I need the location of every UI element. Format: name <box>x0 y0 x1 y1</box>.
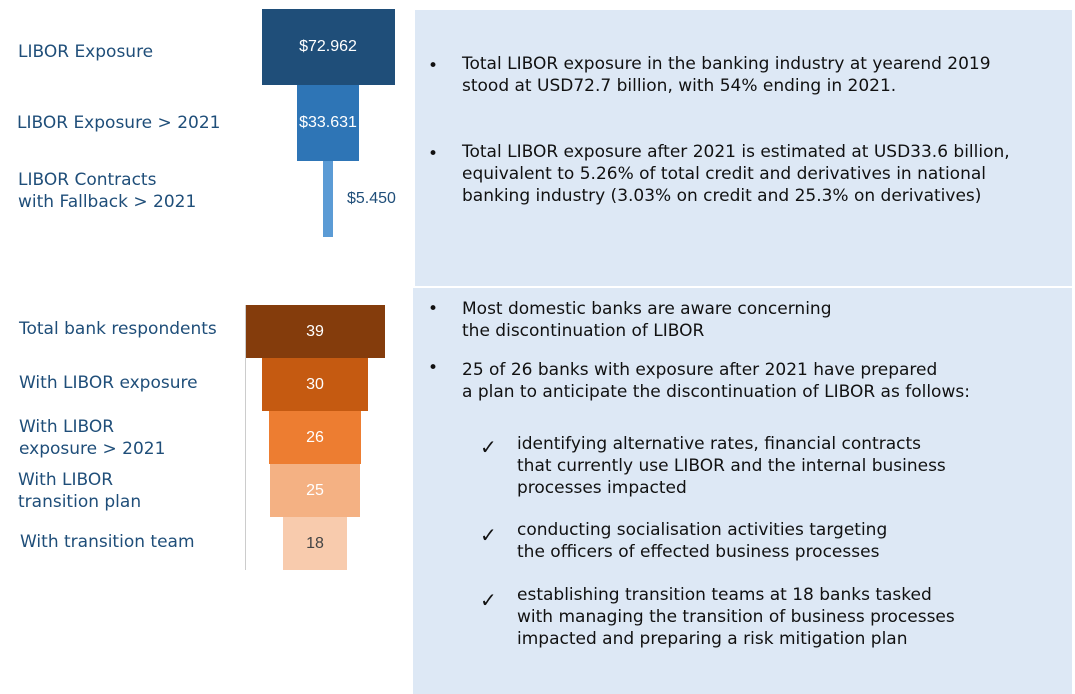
funnel-bar: 18 <box>282 517 348 570</box>
funnel-category-label: With LIBOR exposure > 2021 <box>19 416 166 459</box>
funnel-value-label: 25 <box>306 481 324 499</box>
checklist-item-1: identifying alternative rates, financial… <box>517 434 946 498</box>
checkmark-icon: ✓ <box>480 523 497 547</box>
bullet-icon: • <box>428 299 439 319</box>
funnel-value-label: $33.631 <box>299 114 357 131</box>
funnel-bar: 25 <box>270 464 360 517</box>
bullet-icon: • <box>428 144 439 164</box>
bottom-bullet-1: Most domestic banks are aware concerning… <box>462 299 832 341</box>
funnel-bar: 39 <box>245 305 385 358</box>
respondents-axis-line <box>245 305 246 570</box>
funnel-value-label: 30 <box>306 375 324 393</box>
funnel-bar: 26 <box>268 411 362 464</box>
checklist-item-3: establishing transition teams at 18 bank… <box>517 585 955 649</box>
funnel-category-label: With LIBOR transition plan <box>18 469 142 512</box>
funnel-category-label: With LIBOR exposure <box>19 372 198 393</box>
funnel-category-label: Total bank respondents <box>19 318 217 339</box>
funnel-value-label: $72.962 <box>299 38 357 55</box>
bottom-info-panel <box>413 288 1072 694</box>
bottom-bullet-2: 25 of 26 banks with exposure after 2021 … <box>462 360 970 402</box>
top-bullet-2: Total LIBOR exposure after 2021 is estim… <box>462 142 1010 206</box>
funnel-bar: $33.631 <box>297 85 359 161</box>
funnel-bar <box>323 161 333 237</box>
bullet-icon: • <box>428 358 439 378</box>
top-info-panel <box>415 10 1072 286</box>
bullet-icon: • <box>428 56 439 76</box>
checkmark-icon: ✓ <box>480 588 497 612</box>
funnel-value-label: 39 <box>306 322 324 340</box>
funnel-category-label: LIBOR Exposure <box>18 42 154 62</box>
funnel-category-label: LIBOR Contracts with Fallback > 2021 <box>18 170 197 212</box>
funnel-value-label: $5.450 <box>347 190 396 207</box>
funnel-category-label: With transition team <box>20 531 195 552</box>
funnel-category-label: LIBOR Exposure > 2021 <box>17 113 221 133</box>
funnel-bar: 30 <box>261 358 369 411</box>
funnel-value-label: 18 <box>306 534 324 552</box>
top-bullet-1: Total LIBOR exposure in the banking indu… <box>462 54 991 96</box>
checkmark-icon: ✓ <box>480 435 497 459</box>
funnel-value-label: 26 <box>306 428 324 446</box>
checklist-item-2: conducting socialisation activities targ… <box>517 520 888 562</box>
funnel-bar: $72.962 <box>261 9 395 85</box>
